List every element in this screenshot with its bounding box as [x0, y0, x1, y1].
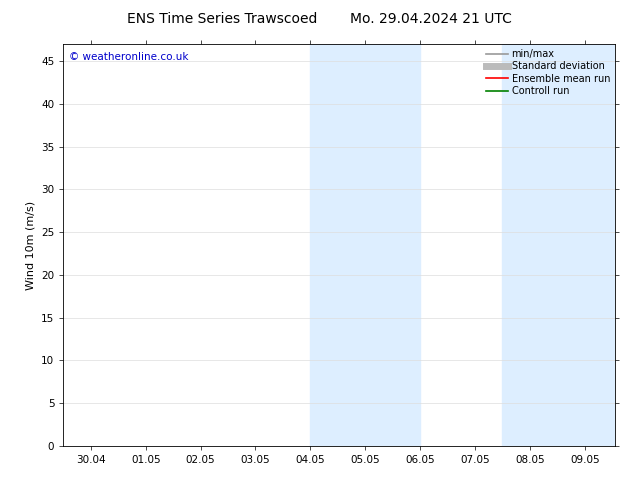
Bar — [311, 44, 420, 446]
Legend: min/max, Standard deviation, Ensemble mean run, Controll run: min/max, Standard deviation, Ensemble me… — [486, 49, 610, 96]
Bar — [503, 44, 615, 446]
Text: ENS Time Series Trawscoed: ENS Time Series Trawscoed — [127, 12, 317, 26]
Text: © weatheronline.co.uk: © weatheronline.co.uk — [69, 52, 188, 62]
Y-axis label: Wind 10m (m/s): Wind 10m (m/s) — [25, 200, 36, 290]
Text: Mo. 29.04.2024 21 UTC: Mo. 29.04.2024 21 UTC — [350, 12, 512, 26]
